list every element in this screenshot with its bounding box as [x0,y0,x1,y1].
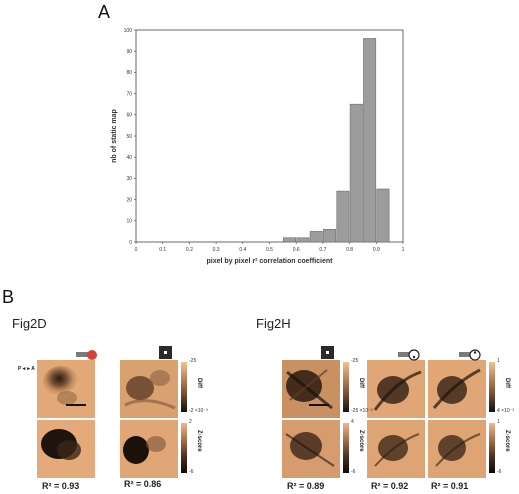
colorbar-diff-fig2d [181,362,187,412]
map-tile-fig2h-diff-2 [367,360,425,418]
map-tile-fig2h-z-1 [282,420,340,478]
colorbar-max: 1 [497,358,500,364]
r2-value: R² = 0.91 [431,481,469,491]
colorbar-name: Diff [196,378,202,388]
square-stim-icon [159,346,172,359]
x-tick-label: 1 [402,247,405,253]
colorbar-max: -25 [189,358,197,364]
colorbar-name: Diff [358,378,364,388]
colorbar-name: Z-score [504,430,510,452]
histogram-bar [336,190,350,243]
histogram-chart: 0 0.1 0.2 0.3 0.4 0.5 0.6 0.7 0.8 0.9 101020304050… [111,28,405,265]
x-tick-label: 0.3 [213,247,220,253]
x-tick-label: 0.8 [346,247,353,253]
map-tile-fig2d-z-2 [120,420,178,478]
colorbar-min: -2 ×10⁻³ [189,408,208,414]
histogram-bar [296,237,310,243]
fig2h-label: Fig2H [256,316,291,331]
y-tick-label: 40 [126,155,132,161]
square-stim-icon [321,346,334,359]
colorbar-diff-fig2h-2 [489,362,495,412]
colorbar-min: 4 ×10⁻³ [497,408,514,414]
colorbar-min: -25 ×10⁻³ [351,408,373,414]
histogram-bar [309,231,323,243]
colorbar-max: -25 [351,358,359,364]
whisker-stim-icon [459,348,481,361]
colorbar-max: 1 [497,419,500,425]
colorbar-diff-fig2h-1 [343,362,349,412]
plot-frame [135,29,404,243]
x-tick-label: 0.1 [159,247,166,253]
map-tile-fig2h-z-2 [367,420,425,478]
colorbar-min: -6 [351,469,356,475]
y-tick-label: 20 [126,197,132,203]
x-tick-label: 0.5 [266,247,273,253]
r2-value: R² = 0.89 [287,481,325,491]
y-tick-label: 100 [124,28,133,34]
map-tile-fig2d-diff-2 [120,360,178,418]
y-tick-label: 70 [126,91,132,97]
histogram-bar [376,188,390,243]
panel-letter-a: A [98,2,111,22]
colorbar-z-fig2h-1 [343,423,349,473]
whisker-stim-icon [398,348,420,361]
y-tick-label: 90 [126,49,132,55]
scale-bar [66,404,86,406]
colorbar-z-fig2h-2 [489,423,495,473]
x-axis-label: pixel by pixel r² correlation coefficien… [206,258,333,265]
r2-value: R² = 0.93 [42,481,80,491]
panel-letter-b: B [2,287,15,307]
y-tick-label: 50 [126,134,132,140]
x-tick-label: 0.6 [293,247,300,253]
y-axis-label: nb of static map [111,109,118,163]
x-tick-label: 0.4 [239,247,246,253]
map-tile-fig2h-diff-1 [282,360,340,418]
orientation-marker: P◄►A [18,366,35,372]
colorbar-name: Diff [504,378,510,388]
colorbar-min: -6 [497,469,502,475]
r2-value: R² = 0.92 [371,481,409,491]
x-tick-label: 0.7 [319,247,326,253]
x-tick-label: 0.9 [373,247,380,253]
histogram-bar [363,38,377,243]
colorbar-max: 4 [351,419,354,425]
x-tick-label: 0.2 [186,247,193,253]
map-tile-fig2h-diff-3 [428,360,486,418]
y-tick-label: 80 [126,70,132,76]
red-stim-icon [76,348,98,360]
scale-bar [309,404,329,406]
colorbar-z-fig2d [181,423,187,473]
y-tick-label: 60 [126,113,132,119]
colorbar-name: Z-score [358,430,364,452]
histogram-bar [283,237,297,243]
y-tick-label: 10 [126,219,132,225]
map-tile-fig2d-z-1 [37,420,95,478]
y-tick-label: 30 [126,176,132,182]
colorbar-min: -6 [189,469,194,475]
colorbar-name: Z-score [196,430,202,452]
map-tile-fig2h-z-3 [428,420,486,478]
y-tick-label: 0 [129,240,132,246]
x-tick-label: 0 [135,247,138,253]
map-tile-fig2d-diff-1 [37,360,95,418]
colorbar-max: 2 [189,419,192,425]
histogram-bar [323,228,337,243]
fig2d-label: Fig2D [12,316,47,331]
histogram-bar [349,103,363,243]
r2-value: R² = 0.86 [124,479,162,489]
